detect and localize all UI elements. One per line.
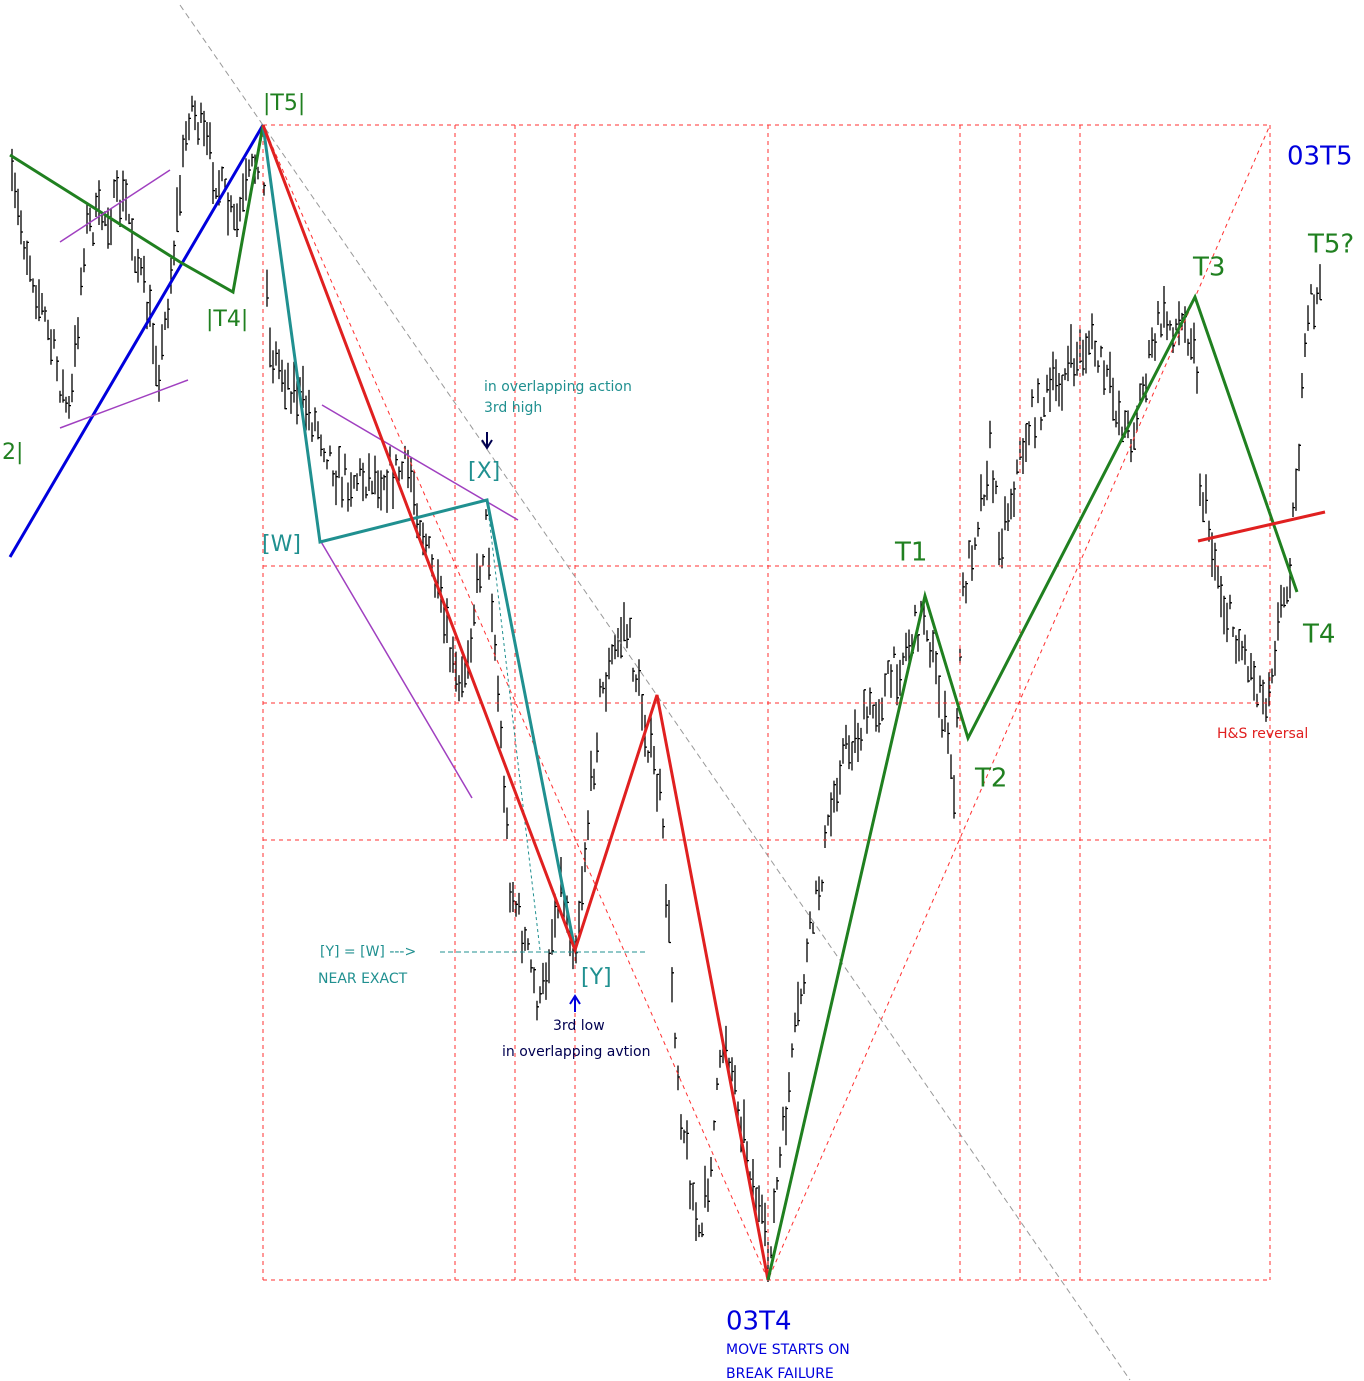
- note: in overlapping avtion: [502, 1044, 650, 1060]
- label: T4: [1302, 620, 1335, 650]
- red-dotted-fan: [262, 124, 1271, 1282]
- labels: |T5| |T4| 2| [W] [X] [Y] in overlapping …: [2, 91, 1354, 1381]
- label: T1: [894, 538, 927, 568]
- label: |T5|: [263, 91, 305, 116]
- note: in overlapping action: [484, 379, 632, 395]
- label: |T4|: [206, 307, 248, 332]
- channel-lines: [59, 169, 519, 799]
- arrow-up: [569, 994, 581, 1012]
- green-line-right: [766, 293, 1299, 1281]
- arrow-down: [481, 432, 493, 450]
- label: T5?: [1307, 230, 1354, 260]
- label: 03T4: [726, 1307, 792, 1337]
- label: T2: [974, 764, 1007, 794]
- note: H&S reversal: [1217, 726, 1308, 742]
- label: 03T5: [1287, 142, 1353, 172]
- green-line-left: [9, 124, 265, 295]
- label: [Y]: [581, 965, 612, 990]
- wave-lines: [8, 124, 1326, 1281]
- note: 3rd low: [553, 1018, 605, 1034]
- price-bar-path: [11, 95, 1322, 1282]
- note: BREAK FAILURE: [726, 1366, 834, 1381]
- neckline: [1197, 510, 1326, 543]
- label: [W]: [262, 532, 301, 557]
- note: MOVE STARTS ON: [726, 1342, 850, 1358]
- note: NEAR EXACT: [318, 971, 408, 987]
- teal-line: [261, 124, 577, 951]
- label: 2|: [2, 440, 23, 465]
- grid-lines: [262, 124, 1271, 1281]
- red-line: [261, 124, 770, 1281]
- note: [Y] = [W] --->: [320, 944, 416, 960]
- grid: [262, 124, 1271, 1282]
- label: [X]: [468, 459, 500, 484]
- price-bars: [11, 95, 1322, 1282]
- note: 3rd high: [484, 400, 542, 416]
- trend-line: [179, 4, 1131, 1381]
- blue-line: [8, 124, 265, 558]
- label: T3: [1192, 253, 1225, 283]
